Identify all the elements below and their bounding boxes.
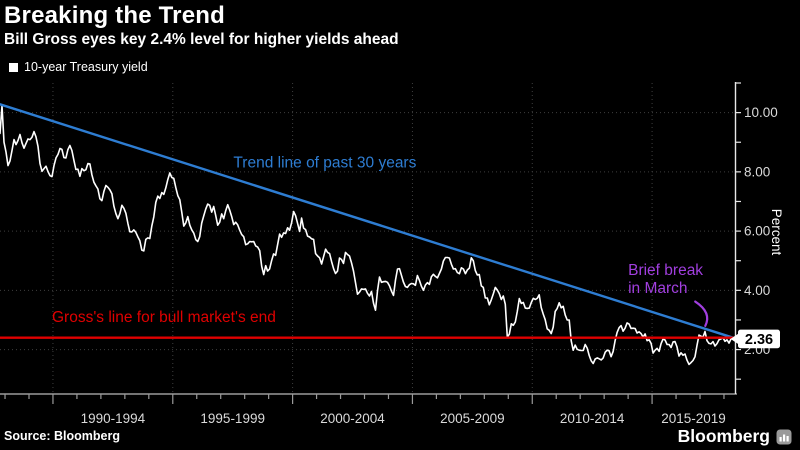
page-title: Breaking the Trend [4,2,225,29]
break-annotation-text: Brief break [628,262,703,279]
legend-label: 10-year Treasury yield [24,60,148,74]
trend-line [0,103,737,340]
y-axis-title: Percent [769,209,784,256]
x-tick-label: 1990-1994 [81,411,146,426]
x-tick-label: 2010-2014 [560,411,625,426]
chart-subtitle: Bill Gross eyes key 2.4% level for highe… [4,31,399,48]
last-value-callout-arrow [730,333,738,344]
x-tick-label: 2015-2019 [661,411,726,426]
break-annotation-text: in March [628,280,687,297]
y-tick-label: 10.00 [744,105,778,120]
trend-line-label: Trend line of past 30 years [233,154,416,171]
last-value-callout-box [738,329,780,349]
source-note: Source: Bloomberg [4,429,120,443]
x-tick-label: 1995-1999 [200,411,265,426]
bloomberg-logo-text: Bloomberg [677,426,770,446]
break-annotation-arrow [694,300,709,327]
y-tick-label: 4.00 [744,283,770,298]
yield-series-line [0,105,732,366]
legend: 10-year Treasury yield [9,60,148,74]
bloomberg-logo-icon [776,429,792,444]
x-tick-label: 2000-2004 [320,411,385,426]
y-tick-label: 8.00 [744,164,770,179]
bloomberg-logo: Bloomberg [678,426,792,447]
y-tick-label: 6.00 [744,224,770,239]
legend-swatch-icon [9,62,18,72]
last-value-callout-text: 2.36 [745,332,773,348]
threshold-line-label: Gross's line for bull market's end [52,309,276,326]
x-tick-label: 2005-2009 [440,411,505,426]
